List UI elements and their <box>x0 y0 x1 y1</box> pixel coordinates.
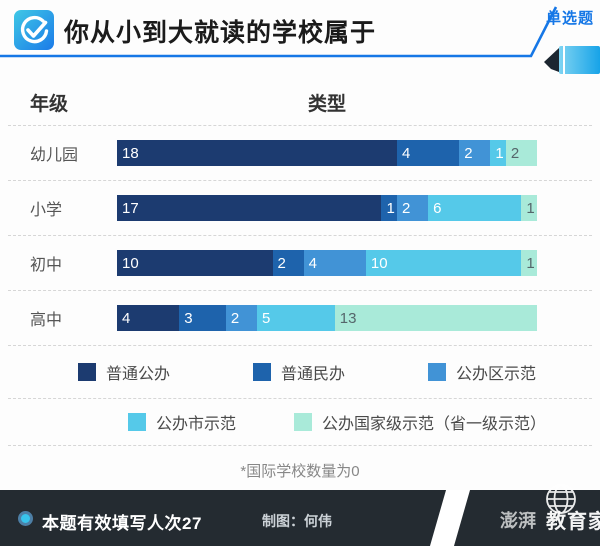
header: 你从小到大就读的学校属于 单选题 <box>0 0 600 80</box>
segment-value: 1 <box>526 199 535 217</box>
chart-row: 小学 17 1 2 6 1 <box>8 180 592 235</box>
legend-item: 公办区示范 <box>427 360 536 384</box>
segment-value: 1 <box>495 144 504 162</box>
bar-segment: 1 <box>490 140 506 166</box>
bar-segment: 2 <box>505 140 537 166</box>
row-label: 高中 <box>30 312 63 329</box>
bullet-icon <box>18 511 33 526</box>
column-header-grade: 年级 <box>30 94 69 115</box>
chart-credit: 制图：何伟 <box>262 513 332 529</box>
bar-segment: 10 <box>117 250 273 276</box>
stacked-bar: 10 2 4 10 1 <box>117 250 537 276</box>
legend-item: 普通民办 <box>252 360 345 384</box>
bar-segment: 4 <box>303 250 366 276</box>
bar-segment: 4 <box>117 305 180 331</box>
stacked-bar: 18 4 2 1 2 <box>117 140 537 166</box>
bar-segment: 10 <box>365 250 522 276</box>
row-label: 初中 <box>30 257 63 274</box>
bar-segment: 2 <box>459 140 491 166</box>
bar-segment: 2 <box>272 250 304 276</box>
legend-item: 公办市示范 <box>128 410 236 434</box>
segment-value: 2 <box>230 309 240 327</box>
check-icon <box>14 10 54 50</box>
segment-value: 3 <box>184 309 193 327</box>
watermark-secondary-text: 澎湃 <box>500 511 536 531</box>
legend-item: 普通公办 <box>78 360 170 384</box>
legend-swatch <box>294 413 313 431</box>
segment-value: 4 <box>308 254 317 272</box>
bar-segment: 2 <box>396 195 429 221</box>
segment-value: 1 <box>526 254 535 272</box>
marker-pen-icon <box>544 46 600 74</box>
footnote: *国际学校数量为0 <box>240 463 360 480</box>
segment-value: 5 <box>261 309 271 327</box>
chart-row: 高中 4 3 2 5 13 <box>8 290 592 345</box>
chart-section: 年级 类型 幼儿园 18 4 2 1 2 小学 17 1 2 6 1 初中 10 2 4 10 1 高中 4 3 2 5 13… <box>8 80 592 497</box>
legend-row-2: 公办市示范 公办国家级示范（省一级示范） <box>8 398 592 446</box>
bar-segment: 4 <box>396 140 460 166</box>
legend-label: 公办国家级示范（省一级示范） <box>322 416 547 433</box>
stacked-bar: 17 1 2 6 1 <box>117 195 537 221</box>
bar-segment: 5 <box>256 305 335 331</box>
bar-segment: 3 <box>179 305 226 331</box>
legend-item: 公办国家级示范（省一级示范） <box>294 410 546 434</box>
segment-value: 2 <box>277 254 286 272</box>
segment-value: 2 <box>401 199 411 217</box>
segment-value: 2 <box>510 144 520 162</box>
bar-segment: 1 <box>521 250 537 276</box>
legend-row-1: 普通公办 普通民办 公办区示范 <box>8 345 592 398</box>
segment-value: 4 <box>401 144 411 162</box>
legend-label: 普通公办 <box>106 366 171 383</box>
watermark: 澎湃 教育家 <box>460 482 600 546</box>
bar-segment: 1 <box>381 195 397 221</box>
row-label: 小学 <box>30 202 63 219</box>
column-headers: 年级 类型 <box>8 80 592 125</box>
segment-value: 2 <box>464 144 473 162</box>
bar-segment: 13 <box>334 305 537 331</box>
bar-segment: 2 <box>225 305 257 331</box>
legend-label: 公办区示范 <box>455 366 536 383</box>
row-label: 幼儿园 <box>30 147 79 164</box>
segment-value: 18 <box>122 144 139 162</box>
respondents-count: 本题有效填写人次27 <box>42 514 202 533</box>
legend-swatch <box>78 363 96 381</box>
legend-swatch <box>427 363 446 381</box>
segment-value: 4 <box>122 309 131 327</box>
page-title: 你从小到大就读的学校属于 <box>64 19 377 47</box>
globe-icon <box>546 484 576 514</box>
chart-row: 初中 10 2 4 10 1 <box>8 235 592 290</box>
chart-row: 幼儿园 18 4 2 1 2 <box>8 125 592 180</box>
segment-value: 13 <box>339 309 357 327</box>
legend-swatch <box>252 363 271 381</box>
bar-segment: 17 <box>117 195 382 221</box>
watermark-primary-text: 教育家 <box>546 511 600 533</box>
segment-value: 17 <box>122 199 139 217</box>
footer-bar: 本题有效填写人次27 制图：何伟 澎湃 教育家 <box>0 484 600 546</box>
bar-segment: 6 <box>428 195 522 221</box>
segment-value: 10 <box>122 254 139 272</box>
stacked-bar: 4 3 2 5 13 <box>117 305 537 331</box>
bar-segment: 1 <box>521 195 537 221</box>
legend-label: 公办市示范 <box>156 416 237 433</box>
legend-label: 普通民办 <box>280 366 345 383</box>
segment-value: 1 <box>386 199 395 217</box>
stacked-bar-chart: 幼儿园 18 4 2 1 2 小学 17 1 2 6 1 初中 10 2 4 10 1 高中 4 3 2 5 13 <box>8 125 592 345</box>
legend-swatch <box>128 413 146 431</box>
single-choice-badge: 单选题 <box>545 10 594 27</box>
column-header-type: 类型 <box>307 94 346 115</box>
segment-value: 6 <box>433 199 442 217</box>
bar-segment: 18 <box>117 140 397 166</box>
segment-value: 10 <box>370 254 388 272</box>
